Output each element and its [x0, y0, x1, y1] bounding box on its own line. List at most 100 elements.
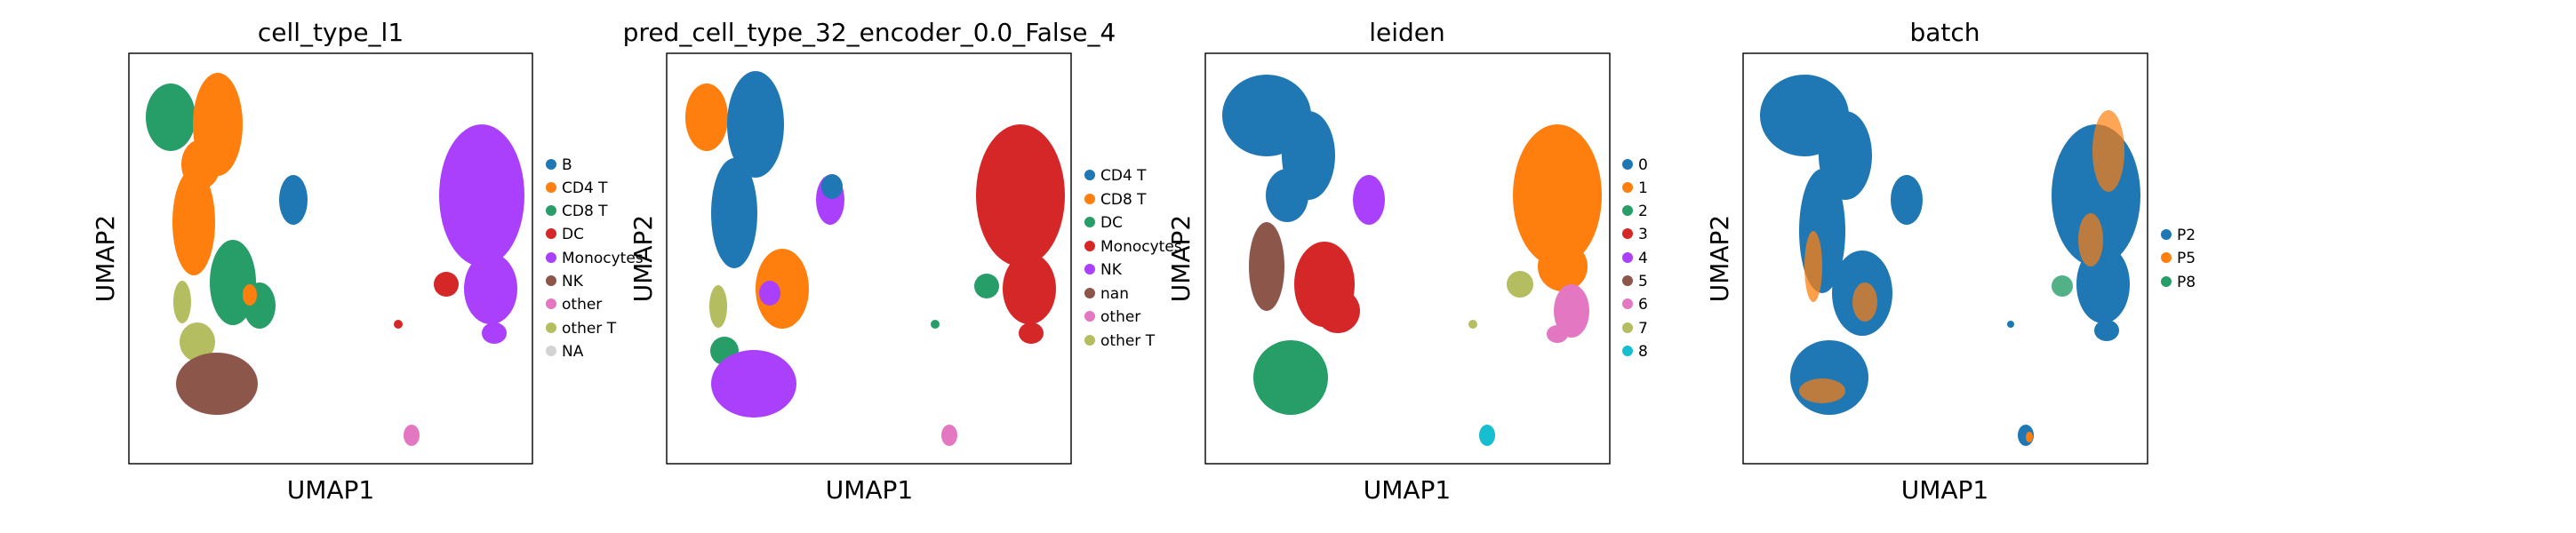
cluster-cd4t-speck	[243, 284, 257, 306]
legend-marker-nk	[546, 275, 556, 286]
cluster-monocytes-lower	[1003, 253, 1056, 324]
cluster-cd4t-small	[821, 174, 843, 199]
legend-label-cd4t: CD4 T	[562, 179, 608, 197]
cluster-dc-right	[974, 274, 999, 298]
cluster-monocytes-lower	[464, 253, 517, 324]
legend-label-cd4t: CD4 T	[1100, 167, 1147, 185]
legend-marker-p8	[2161, 276, 2172, 287]
cluster-8	[1479, 425, 1495, 446]
cluster-small	[1891, 175, 1923, 225]
cluster-other	[404, 425, 420, 446]
legend-marker-8	[1622, 346, 1633, 356]
legend-label-na: NA	[562, 343, 584, 361]
legend-marker-4	[1622, 252, 1633, 263]
cluster-0-mid	[1266, 169, 1308, 222]
umap-clusters	[1760, 75, 2140, 446]
legend-marker-na	[546, 346, 556, 356]
legend-label-other: other	[562, 296, 602, 314]
legend-marker-other-t	[546, 322, 556, 333]
legend-label-other: other	[1100, 308, 1140, 326]
legend-marker-nan	[1084, 288, 1095, 298]
legend: P2 P5 P8	[2161, 227, 2196, 291]
cluster-monocytes-tail	[482, 322, 507, 344]
x-axis-label: UMAP1	[826, 475, 914, 505]
cluster-nk-speck	[759, 281, 780, 306]
cluster-4	[1353, 175, 1385, 225]
legend-marker-p5	[2161, 252, 2172, 263]
legend-label-monocytes: Monocytes	[562, 250, 644, 267]
cluster-nk	[711, 350, 796, 418]
x-axis-label: UMAP1	[1364, 475, 1452, 505]
cluster-cd8t-top	[146, 84, 196, 151]
legend-marker-6	[1622, 298, 1633, 309]
y-axis-label: UMAP2	[628, 215, 658, 303]
legend-marker-cd4t	[1084, 170, 1095, 180]
cluster-other-t-arc	[180, 322, 215, 362]
legend-marker-5	[1622, 275, 1633, 286]
panel-batch: batch UMAP1 UMAP2 P2	[1705, 18, 2196, 505]
cluster-3-lower	[1316, 289, 1360, 333]
legend-label-monocytes: Monocytes	[1100, 238, 1182, 256]
cluster-other-t	[173, 281, 191, 323]
cluster-2	[1253, 340, 1328, 415]
cluster-other-t	[709, 285, 727, 328]
legend-label-p8: P8	[2177, 274, 2196, 291]
legend-marker-cd8t	[546, 205, 556, 216]
legend-label-7: 7	[1638, 320, 1648, 338]
y-axis-label: UMAP2	[1705, 215, 1734, 303]
legend-marker-monocytes	[1084, 241, 1095, 251]
cluster-p5-right-lower	[2078, 213, 2103, 266]
legend-label-3: 3	[1638, 226, 1648, 243]
legend-label-b: B	[562, 156, 572, 174]
legend-marker-other-t	[1084, 335, 1095, 346]
legend-marker-3	[1622, 228, 1633, 239]
cluster-p8-right	[2052, 275, 2073, 297]
legend: CD4 T CD8 T DC Monocytes NK nan other ot…	[1084, 167, 1182, 350]
legend: 0 1 2 3 4 5 6 7 8	[1622, 156, 1648, 361]
legend: B CD4 T CD8 T DC Monocytes NK other othe…	[546, 156, 644, 361]
legend-marker-cd8t	[1084, 194, 1095, 204]
legend-label-nk: NK	[1100, 261, 1123, 279]
panel-pred-cell-type: pred_cell_type_32_encoder_0.0_False_4 UM…	[623, 18, 1182, 505]
cluster-1	[1513, 124, 1602, 266]
legend-marker-other	[1084, 311, 1095, 322]
cluster-5	[1249, 222, 1284, 311]
axes-frame	[666, 52, 1072, 465]
cluster-cd4t-top	[727, 71, 784, 178]
cluster-1-lower	[1538, 242, 1588, 291]
cluster-p5-right	[2092, 110, 2124, 192]
panel-leiden: leiden UMAP1 UMAP2 0 1 2	[1166, 18, 1648, 505]
legend-label-5: 5	[1638, 273, 1648, 290]
cluster-7	[1507, 271, 1533, 298]
legend-label-4: 4	[1638, 250, 1648, 267]
panel-title: cell_type_l1	[258, 18, 404, 47]
axes-frame	[128, 52, 533, 465]
cluster-cd8t-top	[685, 84, 728, 151]
umap-clusters	[146, 73, 524, 446]
legend-marker-other	[546, 298, 556, 309]
umap-clusters	[1222, 75, 1602, 446]
legend-label-1: 1	[1638, 179, 1648, 197]
cluster-dc	[434, 272, 459, 297]
legend-label-nk: NK	[562, 273, 584, 290]
legend-label-other-t: other T	[1100, 332, 1156, 350]
legend-label-p5: P5	[2177, 250, 2196, 267]
panel-cell-type-l1: cell_type_l1 UMAP1 UMAP2 B	[91, 18, 644, 505]
cluster-p5-mid	[1852, 282, 1877, 322]
legend-label-cd8t: CD8 T	[562, 203, 608, 220]
cluster-monocytes-tail	[1019, 322, 1044, 344]
cluster-p5-bottom	[1799, 378, 1845, 403]
cluster-cd8t-mid	[756, 249, 809, 329]
cluster-nk	[176, 353, 258, 415]
cluster-b	[279, 175, 308, 225]
legend-marker-monocytes	[546, 252, 556, 263]
legend-label-dc: DC	[1100, 214, 1123, 232]
legend-marker-2	[1622, 205, 1633, 216]
legend-marker-7	[1622, 322, 1633, 333]
legend-label-p2: P2	[2177, 227, 2196, 244]
legend-marker-dc	[1084, 217, 1095, 227]
panel-title: pred_cell_type_32_encoder_0.0_False_4	[623, 18, 1116, 47]
legend-marker-cd4t	[546, 182, 556, 193]
legend-marker-dc	[546, 228, 556, 239]
